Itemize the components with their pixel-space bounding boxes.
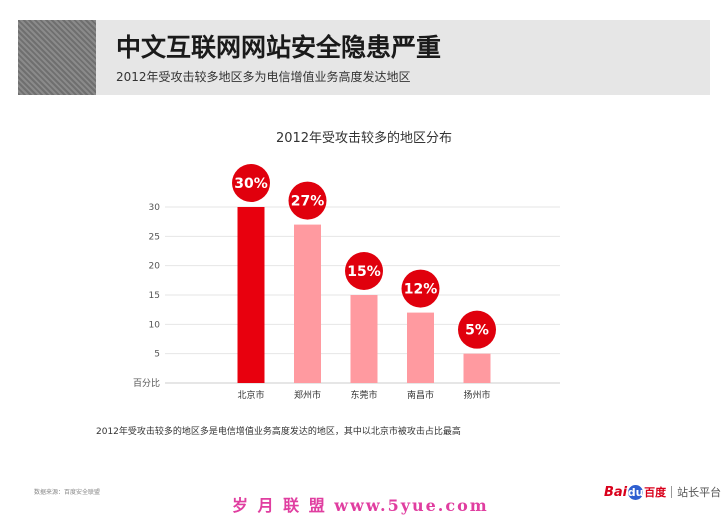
- chart-footnote: 2012年受攻击较多的地区多是电信增值业务高度发达的地区，其中以北京市被攻击占比…: [96, 427, 461, 437]
- value-bubble: [288, 181, 327, 220]
- y-tick-label: 20: [149, 262, 161, 272]
- y-tick-label: 5: [154, 350, 160, 360]
- value-bubble: [232, 164, 270, 202]
- value-bubble: [401, 269, 440, 308]
- value-bubble: [458, 310, 496, 349]
- x-tick-label: 扬州市: [463, 389, 490, 401]
- bar-3: [350, 295, 378, 383]
- y-tick-label: 15: [149, 291, 160, 301]
- y-tick-label: 25: [149, 232, 160, 242]
- bar-5: [463, 353, 491, 383]
- data-label: 5%: [465, 323, 489, 339]
- header-band: [18, 20, 710, 95]
- logo-platform-text: 站长平台: [677, 486, 722, 499]
- bar-2: [294, 224, 321, 383]
- y-axis-label: 百分比: [133, 377, 160, 389]
- y-tick-label: 30: [149, 203, 161, 213]
- logo-bai-text: Bai: [604, 484, 628, 500]
- value-bubble: [345, 252, 383, 290]
- data-label: 27%: [291, 194, 325, 210]
- data-label: 12%: [404, 282, 438, 298]
- y-tick-label: 10: [149, 320, 161, 330]
- paw-icon: du: [627, 484, 644, 500]
- watermark: 岁 月 联 盟 www.5yue.com: [232, 496, 489, 515]
- logo-divider: [671, 486, 673, 498]
- header-hatch-decoration: [18, 20, 96, 95]
- bar-1: [237, 207, 265, 383]
- page-subtitle: 2012年受攻击较多地区多为电信增值业务高度发达地区: [116, 70, 411, 84]
- data-label: 30%: [234, 176, 268, 192]
- x-tick-label: 东莞市: [350, 389, 377, 401]
- baidu-logo: Bai du 百度 站长平台: [604, 484, 721, 500]
- x-tick-label: 北京市: [237, 389, 264, 401]
- chart-title: 2012年受攻击较多的地区分布: [276, 130, 452, 146]
- bar-4: [407, 312, 434, 383]
- data-label: 15%: [347, 264, 381, 280]
- x-tick-label: 南昌市: [407, 389, 434, 401]
- page-title: 中文互联网网站安全隐患严重: [116, 33, 442, 62]
- logo-baidu-text: 百度: [644, 486, 667, 499]
- x-tick-label: 郑州市: [294, 389, 321, 401]
- data-source: 数据来源：百度安全联盟: [34, 489, 101, 496]
